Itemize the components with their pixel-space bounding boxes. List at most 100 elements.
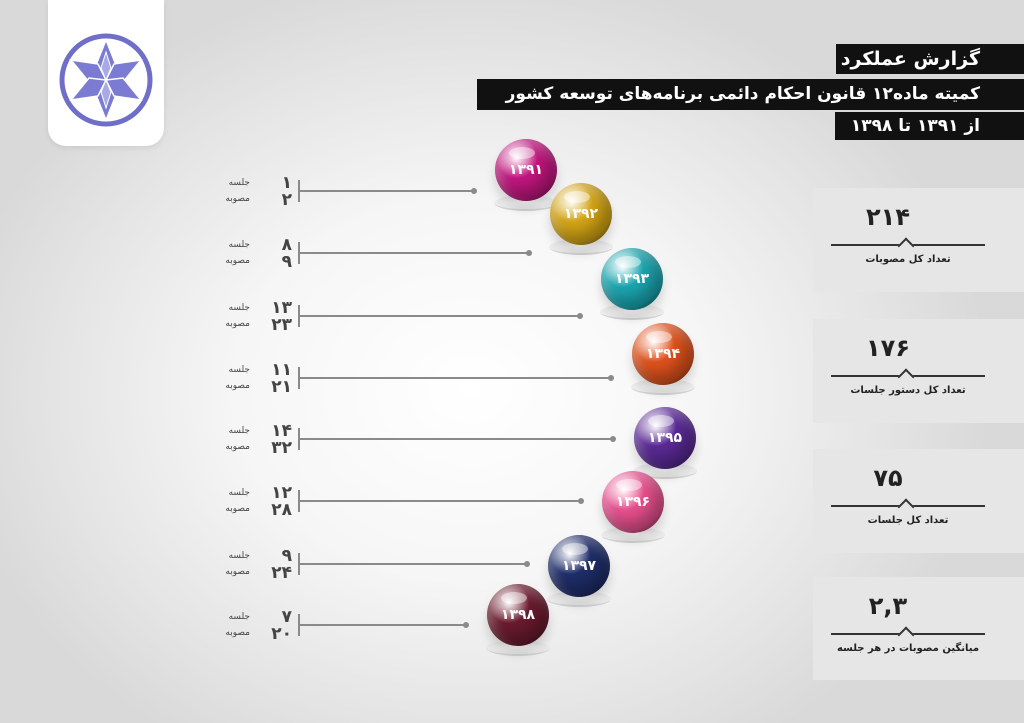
ball-pedestal [549, 239, 613, 255]
ball-pedestal [631, 379, 695, 395]
ball-pedestal [601, 527, 665, 543]
row-dot [577, 313, 583, 319]
year-ball: ۱۳۹۲ [550, 183, 612, 245]
sessions-label: جلسه [228, 488, 250, 498]
star-emblem-icon [59, 33, 153, 127]
year-label: ۱۳۹۳ [614, 271, 650, 287]
approvals-count: ۲۳ [271, 315, 292, 335]
row-dot [463, 622, 469, 628]
row-line [298, 315, 579, 317]
row-dot [524, 561, 530, 567]
approvals-label: مصوبه [225, 442, 250, 452]
year-ball: ۱۳۹۴ [632, 323, 694, 385]
ball-pedestal [494, 195, 558, 211]
year-row: ۸ ۹ جلسه مصوبه [0, 235, 1024, 272]
sessions-label: جلسه [228, 303, 250, 313]
approvals-count: ۳۲ [271, 438, 292, 458]
year-label: ۱۳۹۱ [508, 162, 544, 178]
approvals-count: ۹ [281, 252, 292, 272]
sessions-count: ۱۳ [271, 298, 292, 318]
year-row: ۱۲ ۲۸ جلسه مصوبه [0, 483, 1024, 520]
year-label: ۱۳۹۵ [647, 430, 683, 446]
row-line [298, 377, 610, 379]
approvals-label: مصوبه [225, 628, 250, 638]
stat-value: ۲,۳ [868, 592, 908, 620]
stat-panel: ۲۱۴ تعداد کل مصوبات [813, 188, 1024, 292]
stat-divider-caret [897, 368, 915, 386]
stat-caption: تعداد کل جلسات [867, 515, 949, 526]
year-ball: ۱۳۹۶ [602, 471, 664, 533]
sessions-count: ۱۴ [271, 421, 292, 441]
report-title: گزارش عملکرد [836, 44, 1024, 74]
year-ball: ۱۳۹۸ [487, 584, 549, 646]
approvals-count: ۲۱ [271, 377, 292, 397]
row-dot [526, 250, 532, 256]
row-line [298, 500, 580, 502]
sessions-count: ۷ [281, 607, 292, 627]
stat-value: ۷۵ [873, 464, 903, 492]
sessions-label: جلسه [228, 240, 250, 250]
stat-divider-caret [897, 237, 915, 255]
year-label: ۱۳۹۷ [561, 558, 597, 574]
year-row: ۱۴ ۳۲ جلسه مصوبه [0, 421, 1024, 458]
period-title: از ۱۳۹۱ تا ۱۳۹۸ [835, 112, 1024, 140]
stat-caption: تعداد کل مصوبات [865, 254, 951, 265]
sessions-label: جلسه [228, 178, 250, 188]
row-line [298, 438, 612, 440]
year-label: ۱۳۹۴ [645, 346, 681, 362]
year-row: ۷ ۲۰ جلسه مصوبه [0, 607, 1024, 644]
year-row: ۱ ۲ جلسه مصوبه [0, 173, 1024, 210]
sessions-label: جلسه [228, 426, 250, 436]
logo-card [48, 0, 164, 146]
sessions-count: ۱۱ [271, 360, 292, 380]
row-dot [578, 498, 584, 504]
approvals-count: ۲۰ [271, 624, 292, 644]
committee-title: کمیته ماده۱۲ قانون احکام دائمی برنامه‌ها… [477, 79, 1024, 110]
year-row: ۹ ۲۴ جلسه مصوبه [0, 546, 1024, 583]
approvals-label: مصوبه [225, 319, 250, 329]
year-label: ۱۳۹۶ [615, 494, 651, 510]
approvals-label: مصوبه [225, 504, 250, 514]
sessions-count: ۱ [281, 173, 292, 193]
approvals-label: مصوبه [225, 194, 250, 204]
sessions-label: جلسه [228, 365, 250, 375]
ball-pedestal [486, 640, 550, 656]
year-ball: ۱۳۹۷ [548, 535, 610, 597]
year-row: ۱۱ ۲۱ جلسه مصوبه [0, 360, 1024, 397]
year-ball: ۱۳۹۵ [634, 407, 696, 469]
stat-panel: ۷۵ تعداد کل جلسات [813, 449, 1024, 553]
row-line [298, 190, 473, 192]
year-row: ۱۳ ۲۳ جلسه مصوبه [0, 298, 1024, 335]
approvals-label: مصوبه [225, 567, 250, 577]
row-line [298, 624, 465, 626]
stat-value: ۱۷۶ [866, 334, 910, 362]
ball-pedestal [547, 591, 611, 607]
row-dot [610, 436, 616, 442]
stat-divider-caret [897, 498, 915, 516]
approvals-count: ۲ [281, 190, 292, 210]
sessions-count: ۱۲ [271, 483, 292, 503]
sessions-label: جلسه [228, 551, 250, 561]
row-line [298, 252, 528, 254]
row-dot [608, 375, 614, 381]
stat-caption: تعداد کل دستور جلسات [850, 385, 966, 396]
approvals-count: ۲۴ [271, 563, 292, 583]
sessions-label: جلسه [228, 612, 250, 622]
year-label: ۱۳۹۲ [563, 206, 599, 222]
year-ball: ۱۳۹۳ [601, 248, 663, 310]
approvals-count: ۲۸ [271, 500, 292, 520]
row-line [298, 563, 526, 565]
stat-caption: میانگین مصوبات در هر جلسه [836, 643, 980, 654]
approvals-label: مصوبه [225, 381, 250, 391]
stat-panel: ۱۷۶ تعداد کل دستور جلسات [813, 319, 1024, 423]
stat-panel: ۲,۳ میانگین مصوبات در هر جلسه [813, 577, 1024, 680]
ball-pedestal [600, 304, 664, 320]
row-dot [471, 188, 477, 194]
stat-divider-caret [897, 626, 915, 644]
stat-value: ۲۱۴ [866, 203, 910, 231]
year-label: ۱۳۹۸ [500, 607, 536, 623]
sessions-count: ۹ [281, 546, 292, 566]
approvals-label: مصوبه [225, 256, 250, 266]
year-ball: ۱۳۹۱ [495, 139, 557, 201]
sessions-count: ۸ [281, 235, 292, 255]
